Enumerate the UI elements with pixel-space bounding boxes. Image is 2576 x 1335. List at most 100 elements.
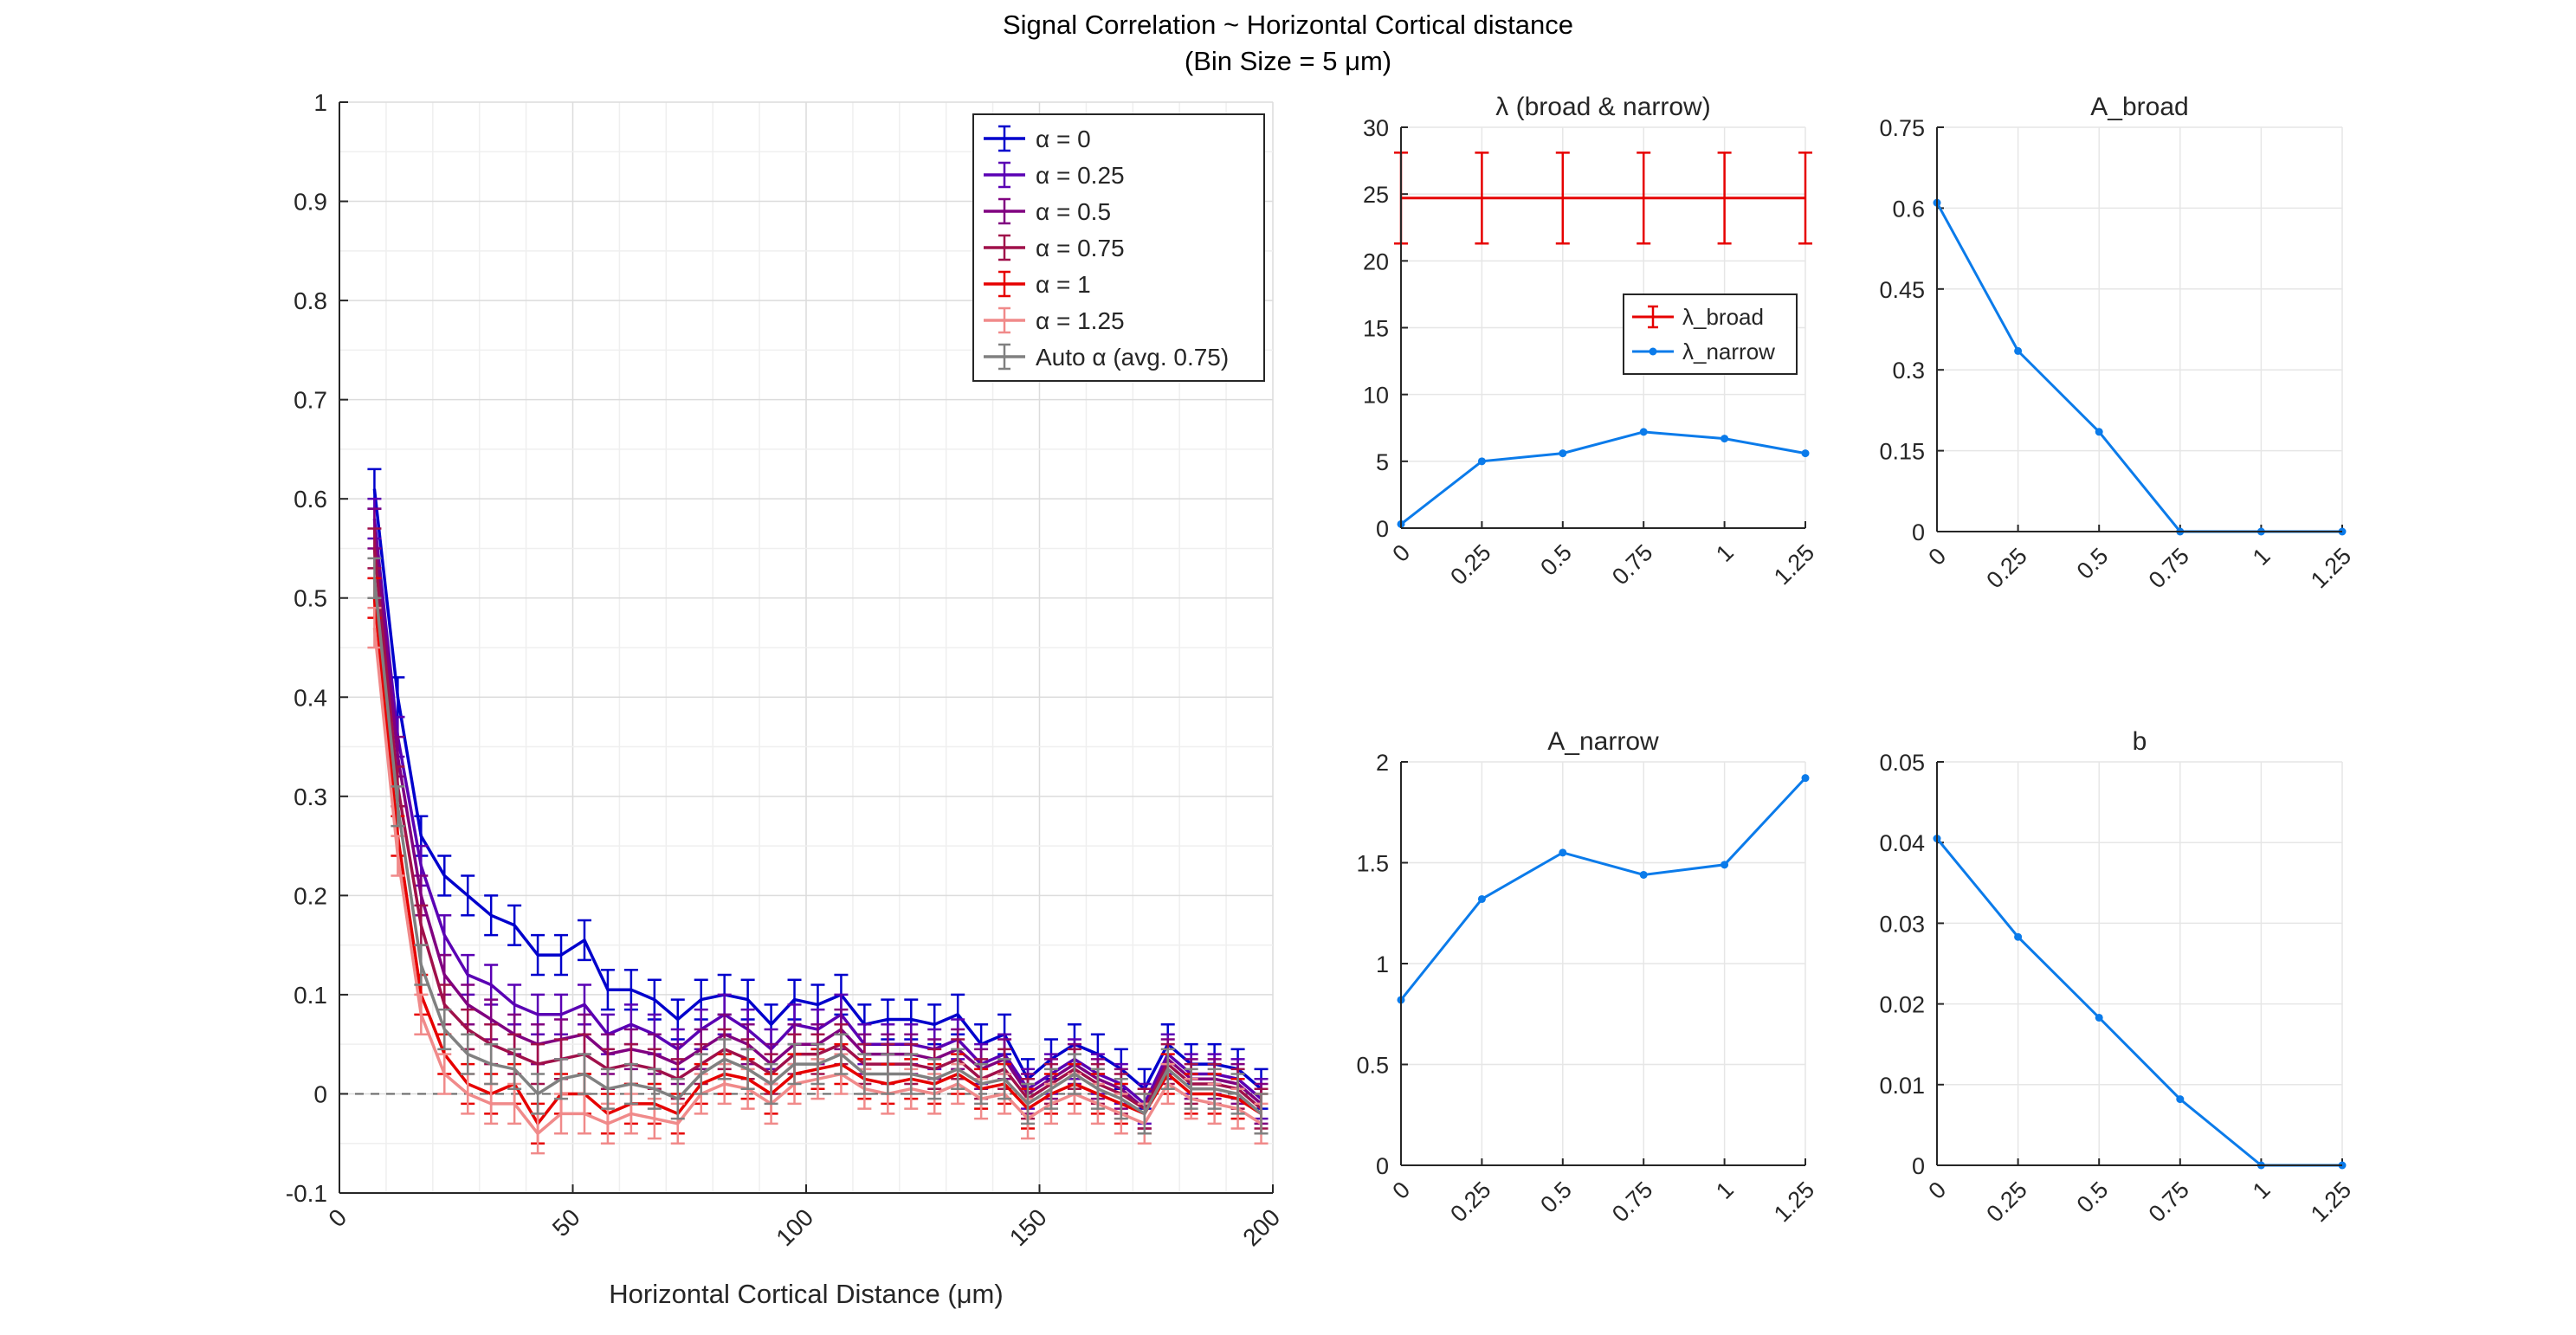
x-tick-label: 0.75 — [2144, 543, 2194, 593]
x-tick-label: 1 — [1711, 1177, 1739, 1204]
subplot-grid — [1936, 761, 2343, 1166]
data-point — [2095, 1013, 2103, 1022]
y-tick-label: 0.05 — [1879, 750, 1925, 776]
subplot-4: 0 0.01 0.02 0.03 0.04 0.05 0 0.25 0.5 0.75 1 1.25 b — [1879, 727, 2356, 1227]
y-tick-label: 0.02 — [1879, 992, 1925, 1018]
data-point — [1559, 848, 1567, 857]
y-tick-label: 0 — [1376, 1153, 1389, 1179]
data-point — [1721, 435, 1729, 443]
x-tick-label: 100 — [771, 1203, 818, 1251]
series-6 — [367, 557, 1269, 1135]
x-tick-label: 0.5 — [1535, 1177, 1577, 1218]
figure-title: Signal Correlation ~ Horizontal Cortical… — [1002, 10, 1574, 40]
data-point — [1639, 428, 1648, 436]
subplot-2: 0 0.15 0.3 0.45 0.6 0.75 0 0.25 0.5 0.75 1 1.25 A_br… — [1879, 93, 2356, 593]
y-tick-label: 0.6 — [1892, 196, 1925, 222]
main-chart: -0.100.10.20.30.40.50.60.70.80.910 50 100 1… — [286, 89, 1285, 1309]
data-point — [1559, 449, 1567, 458]
y-tick-label: 0.5 — [294, 585, 327, 612]
x-tick-label: 0.25 — [1981, 1177, 2031, 1227]
x-tick-label: 50 — [547, 1203, 585, 1241]
legend-swatch-marker — [1649, 347, 1657, 356]
subplot-plot-area — [1937, 762, 2342, 1165]
y-tick-label: 0.3 — [294, 784, 327, 810]
x-tick-label: 0.75 — [1607, 539, 1657, 590]
legend-label: α = 1 — [1036, 271, 1091, 298]
data-point — [1477, 457, 1486, 466]
x-tick-label: 1.25 — [2306, 543, 2356, 593]
y-tick-label: 0.01 — [1879, 1073, 1925, 1099]
series-line — [1400, 430, 1806, 526]
y-tick-label: 0.4 — [294, 684, 327, 711]
y-tick-label: 0.6 — [294, 486, 327, 513]
y-tick-label: 15 — [1363, 316, 1389, 342]
series-line — [1399, 777, 1807, 1001]
x-axis-title: Horizontal Cortical Distance (μm) — [609, 1279, 1003, 1309]
data-point — [1477, 894, 1486, 903]
y-tick-label: 0.7 — [294, 387, 327, 414]
y-tick-label: 30 — [1363, 115, 1389, 141]
x-tick-label: 1 — [1711, 539, 1739, 567]
x-tick-label: 0 — [1387, 539, 1415, 567]
y-tick-label: 0.45 — [1879, 277, 1925, 303]
data-point — [2014, 932, 2023, 941]
legend-label: λ_broad — [1682, 304, 1764, 330]
x-tick-label: 1 — [2248, 543, 2276, 571]
y-tick-label: 0.8 — [294, 287, 327, 314]
y-tick-label: 0.3 — [1892, 358, 1925, 384]
subplot-title: λ (broad & narrow) — [1495, 93, 1710, 121]
main-legend: α = 0 α = 0.25 α = 0.5 α = 0.75 α = 1 α = 1.2… — [972, 113, 1265, 382]
x-tick-label: 0 — [1923, 1177, 1951, 1204]
y-tick-label: -0.1 — [286, 1180, 327, 1207]
subplot-legend: λ_broad λ_narrow — [1623, 293, 1798, 375]
data-point — [1801, 774, 1810, 783]
subplot-plot-area — [1937, 127, 2342, 532]
y-tick-label: 5 — [1376, 449, 1389, 475]
x-tick-label: 1.25 — [1769, 539, 1819, 590]
x-tick-label: 1.25 — [1769, 1177, 1819, 1227]
y-tick-label: 0 — [1912, 519, 1925, 545]
x-tick-label: 1 — [2248, 1177, 2276, 1204]
y-tick-label: 1.5 — [1356, 851, 1389, 877]
y-tick-label: 1 — [1376, 951, 1389, 977]
subplot-3: 0 0.5 1 1.5 2 0 0.25 0.5 0.75 1 1.25 A_narrow — [1356, 727, 1819, 1227]
subplot-title: A_narrow — [1547, 727, 1659, 756]
x-tick-label: 0 — [323, 1203, 352, 1232]
series-0 — [1397, 774, 1810, 1004]
data-point — [1801, 449, 1810, 458]
y-tick-label: 0.5 — [1356, 1053, 1389, 1079]
y-tick-label: 1 — [313, 89, 327, 116]
y-tick-label: 0.1 — [294, 982, 327, 1009]
y-tick-label: 0.2 — [294, 882, 327, 909]
x-tick-label: 0.75 — [2144, 1177, 2194, 1227]
legend-label: α = 0.5 — [1036, 198, 1111, 225]
main-grid — [339, 101, 1274, 1194]
x-tick-label: 150 — [1004, 1203, 1052, 1251]
y-tick-label: 10 — [1363, 383, 1389, 409]
x-tick-label: 0.5 — [2072, 1177, 2114, 1218]
legend-label: α = 0.75 — [1036, 235, 1125, 261]
legend-label: α = 0.25 — [1036, 162, 1125, 189]
y-tick-label: 2 — [1376, 750, 1389, 776]
figure-subtitle: (Bin Size = 5 μm) — [1184, 46, 1392, 76]
data-point — [2095, 428, 2103, 436]
legend-label: α = 0 — [1036, 126, 1091, 152]
series-1 — [1397, 428, 1810, 528]
subplot-1: 0 5 10 15 20 25 30 0 0.25 0.5 0.75 1 1.25 λ (broad & … — [1363, 93, 1819, 590]
y-tick-label: 0.15 — [1879, 439, 1925, 465]
x-tick-label: 0.5 — [1535, 539, 1577, 581]
legend-label: λ_narrow — [1682, 339, 1775, 364]
x-tick-label: 200 — [1237, 1203, 1285, 1251]
x-tick-label: 0.5 — [2072, 543, 2114, 584]
y-tick-label: 0.75 — [1879, 115, 1925, 141]
y-tick-label: 0.04 — [1879, 830, 1925, 856]
y-tick-label: 0.03 — [1879, 911, 1925, 937]
x-tick-label: 1.25 — [2306, 1177, 2356, 1227]
x-tick-label: 0 — [1923, 543, 1951, 571]
y-tick-label: 25 — [1363, 182, 1389, 208]
x-tick-label: 0 — [1387, 1177, 1415, 1204]
x-tick-label: 0.75 — [1607, 1177, 1657, 1227]
legend-label: Auto α (avg. 0.75) — [1036, 344, 1229, 371]
y-tick-label: 0 — [1912, 1153, 1925, 1179]
